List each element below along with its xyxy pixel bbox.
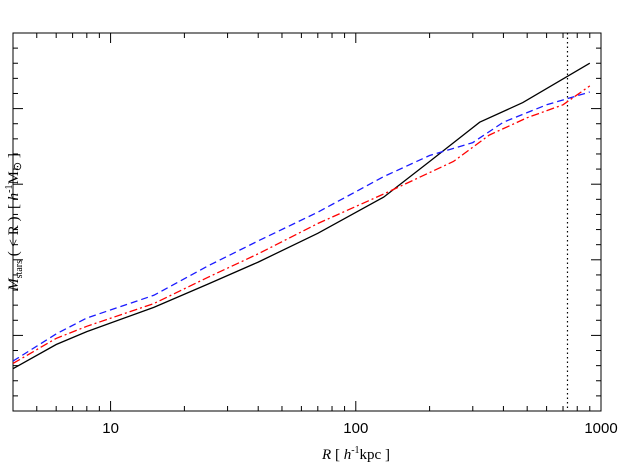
x-tick-label: 10 — [102, 420, 119, 437]
series-solid-black — [12, 62, 591, 370]
tick-labels: 10100100001•10122•10123•10124•10125•1012 — [102, 420, 617, 437]
y-axis-exp: -1 — [4, 184, 15, 192]
x-tick-label: 1000 — [584, 420, 617, 437]
x-axis-var: R — [321, 447, 331, 463]
series-dashdot-red — [12, 85, 591, 364]
series-dashed-blue — [12, 91, 590, 362]
plot-frame — [12, 32, 602, 412]
y-axis-label: Mstars ( < R ) [ h-1M⊙ ] — [4, 153, 25, 292]
y-axis-mid: ( < R ) [ — [6, 200, 22, 260]
y-axis-close: ] — [6, 153, 22, 162]
x-axis-unit: kpc — [360, 447, 382, 463]
x-axis-h: h — [344, 447, 352, 463]
x-axis-exp: -1 — [351, 445, 359, 456]
y-axis-sub: stars — [14, 260, 25, 278]
x-tick-label: 100 — [343, 420, 368, 437]
x-axis-open: [ — [331, 447, 344, 463]
x-axis-label: R [ h-1kpc ] — [321, 445, 390, 463]
x-axis-close: ] — [381, 447, 390, 463]
axis-ticks — [12, 32, 602, 412]
y-axis-var: M — [6, 277, 22, 292]
y-axis-h: h — [6, 193, 22, 201]
y-axis-unit: M — [6, 171, 22, 184]
y-axis-sun: ⊙ — [12, 162, 24, 171]
series-layer — [12, 62, 591, 370]
